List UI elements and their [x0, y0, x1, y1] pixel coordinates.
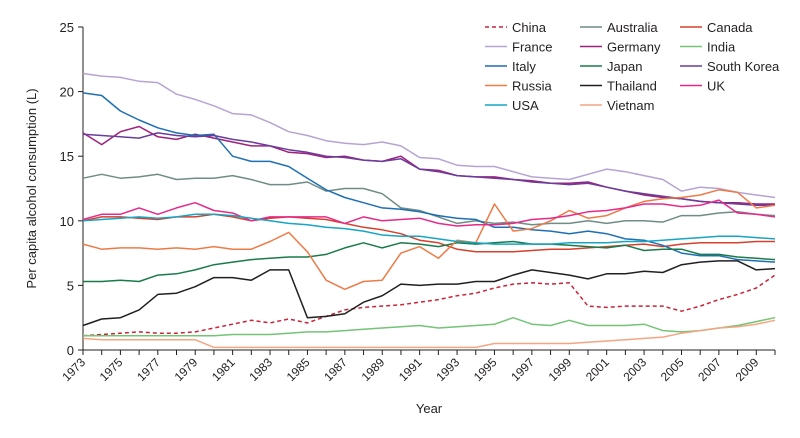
- series-line-vietnam: [82, 319, 776, 349]
- x-tick-label: 2005: [658, 355, 687, 384]
- x-tick-label: 1999: [546, 355, 575, 384]
- x-ticks: 1973 1975 1977 1979 1981 1983 1985 1987 1989 1991…: [59, 350, 776, 384]
- series-line-usa: [82, 213, 776, 245]
- x-tick-label: 2009: [733, 355, 762, 384]
- legend-label: Italy: [512, 59, 536, 74]
- series-line-china: [82, 274, 776, 337]
- y-tick-label: 10: [60, 214, 74, 229]
- y-tick-label: 0: [67, 343, 74, 358]
- series-line-japan: [83, 240, 776, 283]
- x-tick-label: 1975: [97, 355, 126, 384]
- series-line-italy: [82, 92, 776, 263]
- legend-label: Russia: [512, 79, 553, 94]
- x-axis-label: Year: [416, 401, 443, 416]
- legend-label: Thailand: [607, 79, 657, 94]
- y-tick-label: 25: [60, 20, 74, 35]
- x-tick-label: 1981: [209, 355, 238, 384]
- legend-label: South Korea: [707, 59, 780, 74]
- series-line-germany: [82, 125, 775, 205]
- x-tick-label: 1985: [284, 355, 313, 384]
- x-tick-label: 1979: [172, 355, 201, 384]
- series-line-india: [83, 316, 776, 337]
- x-tick-label: 1973: [59, 355, 88, 384]
- y-tick-label: 5: [67, 278, 74, 293]
- legend-label: France: [512, 40, 552, 55]
- legend-label: Australia: [607, 20, 658, 35]
- y-axis-label: Per capita alcohol consumption (L): [24, 88, 39, 288]
- x-tick-label: 1977: [134, 355, 163, 384]
- legend-label: USA: [512, 98, 539, 113]
- legend-label: Vietnam: [607, 98, 654, 113]
- series-layer: [82, 72, 776, 349]
- x-tick-label: 1997: [508, 355, 537, 384]
- legend-label: India: [707, 40, 736, 55]
- x-tick-label: 1995: [471, 355, 500, 384]
- y-ticks: 0 5 10 15 20 25: [60, 20, 83, 358]
- x-tick-label: 1991: [396, 355, 425, 384]
- series-line-canada: [82, 213, 775, 253]
- x-tick-label: 2003: [620, 355, 649, 384]
- x-tick-label: 1993: [433, 355, 462, 384]
- x-tick-label: 1987: [321, 355, 350, 384]
- series-line-france: [82, 72, 776, 199]
- legend-label: Japan: [607, 59, 642, 74]
- x-tick-label: 1989: [359, 355, 388, 384]
- x-tick-label: 1983: [246, 355, 275, 384]
- axes: [82, 27, 775, 351]
- legend: China Australia Canada France Germany India It…: [485, 20, 780, 113]
- series-line-thailand: [82, 260, 776, 327]
- series-line-uk: [82, 199, 776, 227]
- legend-label: China: [512, 20, 547, 35]
- series-line-russia: [82, 189, 776, 291]
- legend-label: Germany: [607, 40, 661, 55]
- series-line-south-korea: [82, 132, 775, 207]
- legend-label: Canada: [707, 20, 753, 35]
- x-tick-label: 2007: [695, 355, 724, 384]
- legend-label: UK: [707, 79, 725, 94]
- y-tick-label: 20: [60, 85, 74, 100]
- y-tick-label: 15: [60, 149, 74, 164]
- x-tick-label: 2001: [583, 355, 612, 384]
